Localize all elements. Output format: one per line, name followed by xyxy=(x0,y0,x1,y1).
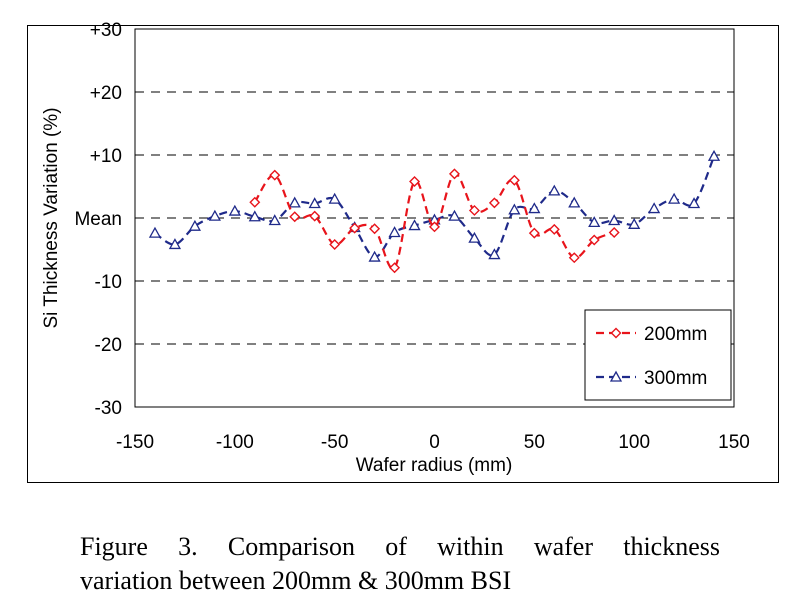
data-point-300mm xyxy=(208,209,221,221)
data-point-300mm xyxy=(528,202,541,214)
x-tick-label: -100 xyxy=(216,432,254,453)
y-tick-labels: +30 +20 +10 Mean -10 -20 -30 xyxy=(74,20,122,419)
data-point-200mm xyxy=(508,174,520,186)
data-point-300mm xyxy=(687,197,701,209)
data-point-300mm xyxy=(488,248,501,260)
series xyxy=(148,149,721,274)
data-point-300mm xyxy=(508,203,521,215)
data-point-200mm xyxy=(309,210,321,222)
legend-items: 200mm 300mm xyxy=(596,324,707,389)
legend-box xyxy=(584,309,732,401)
data-point-300mm xyxy=(388,226,401,238)
data-point-200mm xyxy=(409,175,421,187)
x-tick-label: 50 xyxy=(524,432,545,453)
data-point-200mm xyxy=(329,238,341,250)
legend-marker-300mm xyxy=(609,370,623,382)
y-tick-label: -10 xyxy=(95,272,122,293)
x-axis-title: Wafer radius (mm) xyxy=(356,455,513,476)
caption-line-2: variation between 200mm & 300mm BSI xyxy=(80,566,512,595)
data-point-300mm xyxy=(148,226,162,238)
x-tick-label: -150 xyxy=(116,432,154,453)
data-point-200mm xyxy=(488,197,500,209)
x-tick-label: 150 xyxy=(718,432,750,453)
x-tick-label: 100 xyxy=(618,432,650,453)
y-tick-label: +20 xyxy=(90,83,122,104)
y-axis-title: Si Thickness Variation (%) xyxy=(41,107,62,328)
legend-label-200mm: 200mm xyxy=(644,324,707,345)
data-point-300mm xyxy=(248,210,261,222)
data-point-200mm xyxy=(528,227,540,239)
data-point-300mm xyxy=(628,217,641,229)
series-line-300mm xyxy=(154,155,716,259)
data-point-300mm xyxy=(608,214,621,226)
data-point-200mm xyxy=(289,211,301,223)
y-tick-label: +10 xyxy=(90,146,122,167)
data-point-300mm xyxy=(667,192,681,204)
data-point-300mm xyxy=(328,192,341,204)
data-point-300mm xyxy=(228,204,241,216)
data-point-300mm xyxy=(188,219,202,231)
figure-caption: Figure 3. Comparison of within wafer thi… xyxy=(80,530,720,598)
legend: 200mm 300mm xyxy=(584,309,732,401)
data-point-300mm xyxy=(468,231,481,243)
data-point-300mm xyxy=(568,196,581,208)
data-point-300mm xyxy=(288,196,301,208)
y-tick-label: Mean xyxy=(74,209,122,230)
legend-label-300mm: 300mm xyxy=(644,368,707,389)
data-point-200mm xyxy=(588,234,600,246)
chart: +30 +20 +10 Mean -10 -20 -30 -150 -100 -50 0 50 100… xyxy=(41,20,750,476)
y-tick-label: +30 xyxy=(90,20,122,41)
data-point-200mm xyxy=(568,252,580,264)
data-point-300mm xyxy=(707,149,721,161)
data-point-200mm xyxy=(269,169,281,181)
legend-marker-200mm xyxy=(610,327,622,339)
data-point-300mm xyxy=(168,238,182,250)
data-point-300mm xyxy=(368,250,381,262)
data-point-200mm xyxy=(389,262,401,274)
data-point-300mm xyxy=(588,216,601,228)
x-tick-label: -50 xyxy=(321,432,348,453)
data-point-300mm xyxy=(448,209,461,221)
data-point-200mm xyxy=(608,227,620,238)
plot-area xyxy=(134,28,735,408)
data-point-300mm xyxy=(408,219,421,231)
data-point-300mm xyxy=(268,214,281,226)
x-tick-label: 0 xyxy=(429,432,440,453)
data-point-200mm xyxy=(448,168,460,180)
data-point-200mm xyxy=(429,221,440,233)
data-point-300mm xyxy=(648,202,661,214)
data-point-200mm xyxy=(369,223,381,235)
y-tick-label: -30 xyxy=(95,398,122,419)
data-point-200mm xyxy=(249,196,261,208)
figure-frame xyxy=(27,25,779,483)
x-tick-labels: -150 -100 -50 0 50 100 150 xyxy=(116,432,750,453)
data-point-200mm xyxy=(548,223,560,235)
y-tick-label: -20 xyxy=(95,335,122,356)
data-point-200mm xyxy=(349,222,361,234)
data-point-300mm xyxy=(548,184,561,196)
data-point-300mm xyxy=(308,197,321,209)
data-point-200mm xyxy=(468,204,480,216)
caption-line-1: Figure 3. Comparison of within wafer thi… xyxy=(80,532,720,561)
